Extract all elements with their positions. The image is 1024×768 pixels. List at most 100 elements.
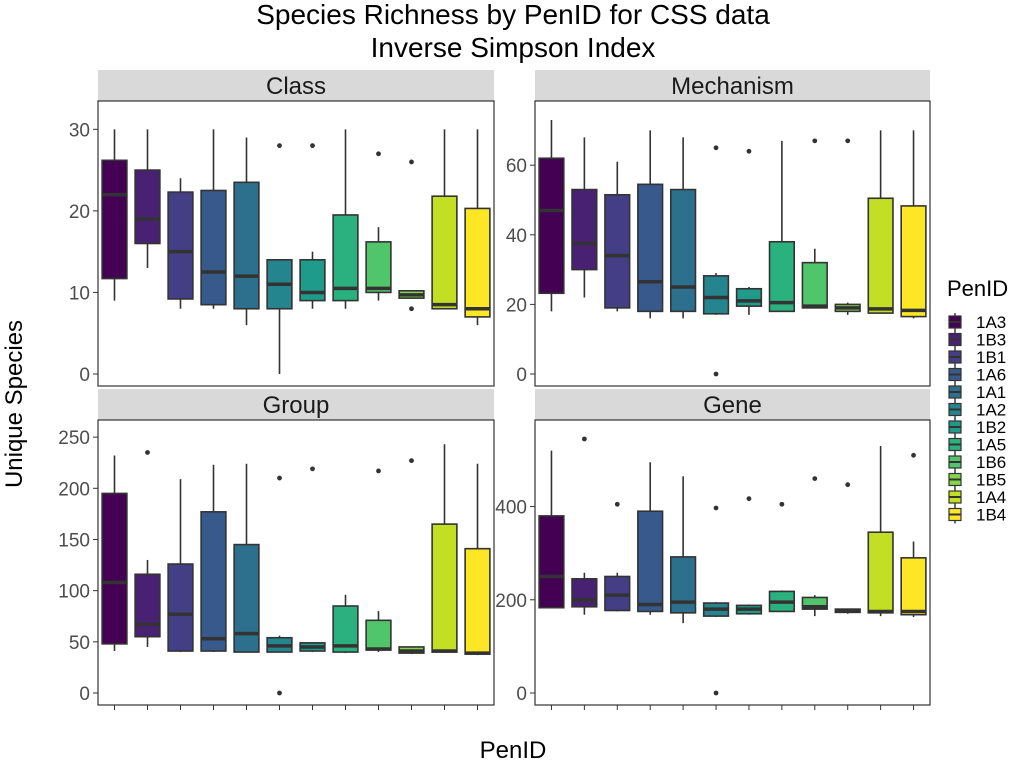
box-1B3	[571, 137, 598, 298]
y-tick-label: 40	[506, 226, 527, 247]
legend-label: 1B3	[976, 331, 1006, 350]
box-iqr	[801, 261, 828, 309]
box-1A2	[702, 145, 730, 377]
box-1B6	[801, 138, 828, 309]
box-iqr	[167, 563, 194, 652]
legend: PenID 1A31B31B11A61A11A21B21A51B61B51A41…	[947, 276, 1008, 525]
box-1A3	[538, 119, 565, 312]
box-iqr	[768, 240, 796, 313]
outlier-point	[845, 138, 851, 144]
outlier-point	[746, 496, 752, 502]
y-tick-label: 200	[58, 479, 90, 500]
panel-group: Group 0 50 100 150 200 250	[58, 389, 495, 710]
box-iqr	[604, 193, 631, 309]
box-iqr	[134, 573, 161, 638]
box-1B2	[299, 143, 326, 309]
y-tick-label: 20	[69, 202, 90, 223]
legend-label: 1A2	[976, 401, 1006, 420]
box-1A3	[101, 455, 128, 652]
legend-label: 1A1	[976, 383, 1006, 402]
strip-background	[98, 389, 494, 420]
y-tick-label: 0	[79, 365, 90, 386]
legend-entry-1A4: 1A4	[948, 488, 1006, 507]
y-tick-label: 30	[69, 120, 90, 141]
box-iqr	[538, 515, 565, 609]
outlier-point	[409, 306, 414, 312]
legend-title: PenID	[947, 276, 1008, 301]
y-tick-label: 10	[69, 283, 90, 304]
box-1B3	[571, 436, 598, 615]
box-iqr	[538, 157, 565, 295]
legend-label: 1B6	[976, 453, 1006, 472]
panel-mechanism: Mechanism 0 20 40 60	[506, 70, 931, 387]
box-1B5	[834, 138, 861, 315]
legend-label: 1B1	[976, 348, 1006, 367]
x-axis-title: PenID	[480, 737, 547, 764]
box-1B3	[134, 129, 161, 268]
box-1A1	[233, 463, 260, 653]
box-iqr	[735, 287, 763, 307]
box-1B4	[900, 452, 927, 618]
box-iqr	[332, 214, 359, 302]
y-tick-label: 0	[516, 684, 527, 705]
panel-border	[534, 100, 931, 387]
outlier-point	[812, 138, 818, 144]
y-tick-label: 20	[506, 295, 527, 316]
box-1B6	[801, 476, 828, 617]
box-1B4	[900, 130, 927, 319]
legend-entry-1A3: 1A3	[948, 313, 1006, 332]
legend-label: 1B4	[976, 506, 1006, 525]
box-iqr	[464, 547, 491, 655]
box-iqr	[571, 578, 598, 608]
box-iqr	[233, 543, 260, 653]
box-iqr	[637, 183, 664, 313]
box-1A3	[101, 129, 128, 301]
facet-panels: Class 0 10 20 30 Mechanism 0 20 40 60 Group 0 50 100 1…	[58, 70, 931, 710]
box-1A5	[768, 501, 796, 613]
box-iqr	[669, 188, 697, 313]
box-iqr	[134, 169, 161, 245]
box-1B5	[834, 482, 861, 614]
outlier-point	[779, 501, 785, 507]
outlier-point	[310, 143, 315, 149]
outlier-point	[277, 475, 282, 481]
legend-label: 1A4	[976, 488, 1006, 507]
box-1B2	[735, 148, 763, 315]
box-1A2	[266, 143, 293, 374]
box-iqr	[702, 275, 730, 315]
box-1B2	[735, 496, 763, 615]
box-iqr	[669, 556, 697, 614]
box-1A5	[332, 129, 359, 309]
legend-entry-1B2: 1B2	[948, 418, 1006, 437]
box-1B1	[604, 501, 631, 612]
outlier-point	[376, 468, 381, 474]
y-tick-label: 100	[58, 582, 90, 603]
box-1A6	[200, 464, 227, 653]
box-iqr	[365, 619, 392, 651]
box-iqr	[867, 531, 894, 614]
box-1B3	[134, 450, 161, 647]
box-1B6	[365, 151, 392, 301]
outlier-point	[277, 143, 282, 149]
strip-background	[535, 389, 930, 420]
outlier-point	[812, 476, 818, 482]
y-tick-label: 250	[58, 428, 90, 449]
box-1A5	[768, 140, 796, 313]
y-tick-label: 0	[79, 684, 90, 705]
box-1B1	[167, 479, 194, 653]
outlier-point	[145, 450, 150, 455]
strip-background	[535, 70, 930, 101]
box-1A6	[637, 130, 664, 319]
panel-gene: Gene 0 200 400	[495, 389, 931, 710]
box-iqr	[431, 195, 458, 310]
legend-label: 1A5	[976, 436, 1006, 455]
legend-entry-1B1: 1B1	[948, 348, 1006, 367]
legend-entry-1A5: 1A5	[948, 435, 1006, 455]
box-1A3	[538, 450, 565, 609]
y-axis-title: Unique Species	[1, 320, 28, 488]
legend-entry-1A2: 1A2	[948, 400, 1006, 420]
outlier-point	[845, 482, 851, 488]
outlier-point	[911, 452, 916, 458]
panel-border	[97, 100, 495, 387]
